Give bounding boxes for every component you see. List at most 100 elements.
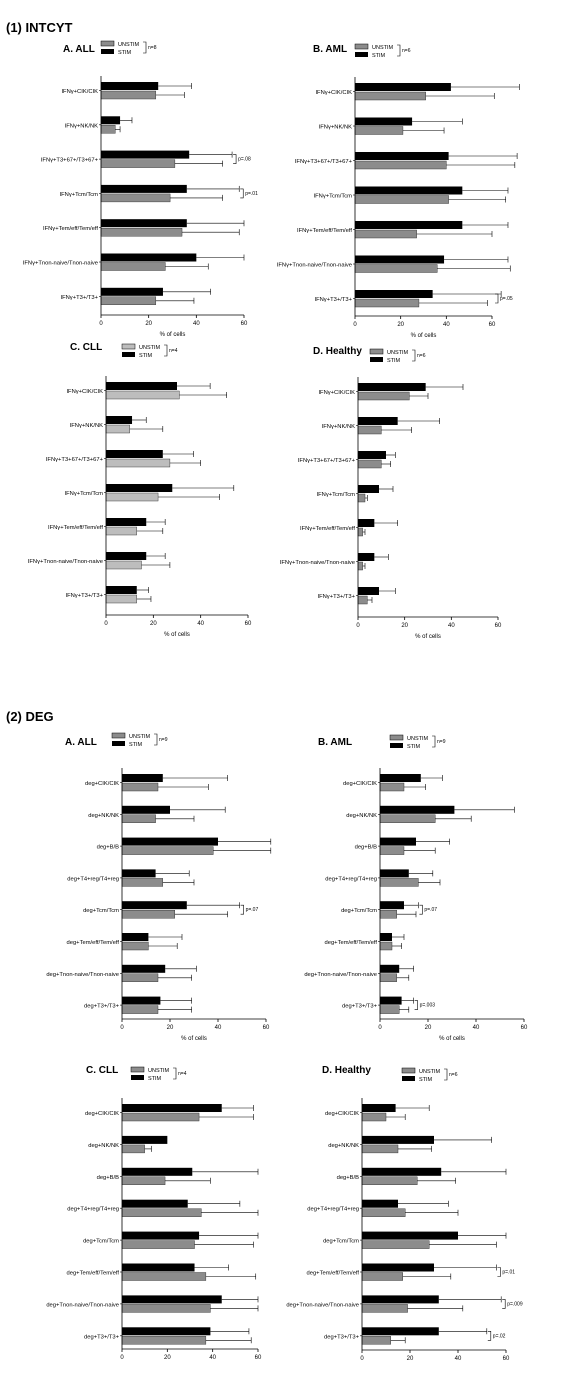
bar-unstim [354,160,447,170]
category-label: IFNγ+T3+67+/T3+67+ [295,159,353,165]
bar-stim [380,774,421,782]
bar-unstim [361,1304,408,1313]
chart-title: C. CLL [70,342,102,353]
pvalue-label: p=.02 [493,1333,506,1339]
category-label: IFNγ+CIK/CIK [318,390,355,396]
legend-label-unstim: UNSTIM [148,1068,170,1074]
legend-bracket [143,41,147,54]
bar-stim [358,553,375,561]
x-tick-label: 60 [521,1025,528,1031]
category-label: deg+Tcm/Tcm [83,1239,119,1245]
bar-unstim [354,91,426,101]
bar-unstim [100,296,157,305]
category-label: deg+T3+/T3+ [342,1004,378,1010]
category-label: deg+T4+reg/T4+reg [67,876,119,882]
bar-stim [101,253,197,262]
bar-unstim [361,1240,430,1249]
pvalue-label: p=.08 [238,157,251,163]
chart-title: B. AML [318,737,352,748]
bar-unstim [105,424,130,434]
bar-group-row-1: deg+CIK/CIK [85,774,228,792]
bar-unstim [357,493,366,503]
x-tick-label: 20 [407,1356,414,1362]
bar-stim [355,186,463,195]
category-label: deg+T4+reg/T4+reg [307,1207,359,1213]
bar-group-row-4: IFNγ+Tcm/Tcm [65,484,235,502]
x-tick-label: 0 [353,322,357,328]
bar-stim [380,869,409,878]
bar-unstim [105,594,137,604]
bar-unstim [357,595,368,605]
category-label: IFNγ+T3+67+/T3+67+ [298,458,356,464]
category-label: deg+T3+/T3+ [324,1334,360,1340]
bar-unstim [121,973,159,982]
bar-stim [106,416,133,424]
legend-label-stim: STIM [148,1076,162,1082]
bar-group-row-7: IFNγ+T3+/T3+ [317,587,396,605]
category-label: deg+B/B [97,1175,120,1181]
bar-stim [101,219,187,228]
section-title-intcyt: (1) INTCYT [6,20,73,35]
bar-stim [101,287,163,296]
x-tick-label: 40 [215,1025,222,1031]
category-label: deg+T3+/T3+ [84,1334,120,1340]
x-tick-label: 60 [263,1025,270,1031]
category-label: deg+B/B [355,845,378,851]
x-axis-label: % of cells [411,333,437,339]
legend-bracket [154,733,158,746]
bar-group-row-6: IFNγ+Tnon-naive/Tnon-naive [23,253,245,271]
chart-panel-1: A. ALL UNSTIM STIM n=8 IFNγ+CIK/CIK IFNγ+NK/N… [23,40,258,338]
legend-n-label: n=6 [417,353,426,359]
category-label: deg+Tcm/Tcm [323,1239,359,1245]
bar-unstim [354,264,438,273]
bar-stim [122,1295,222,1304]
bar-unstim [361,1272,403,1281]
category-label: IFNγ+T3+/T3+ [60,295,98,301]
bar-stim [106,586,137,594]
category-label: IFNγ+Tcm/Tcm [314,194,353,200]
bar-unstim [379,782,405,792]
category-label: IFNγ+NK/NK [319,125,352,131]
x-tick-label: 40 [443,322,450,328]
bar-group-row-3: IFNγ+T3+67+/T3+67+ [41,150,233,168]
pvalue-bracket [502,1299,506,1309]
bar-unstim [100,125,116,134]
bar-stim [106,552,147,560]
legend-swatch-unstim [100,40,115,47]
legend-bracket [444,1068,448,1081]
bar-unstim [379,973,397,982]
bar-group-row-8: deg+T3+/T3+ [84,1327,252,1345]
x-tick-label: 40 [197,621,204,627]
bar-unstim [121,1005,159,1014]
bar-stim [358,587,379,595]
bar-stim [355,221,463,229]
x-tick-label: 60 [241,321,248,327]
category-label: IFNγ+NK/NK [322,424,355,430]
x-tick-label: 0 [120,1355,124,1361]
x-tick-label: 40 [473,1025,480,1031]
bar-stim [362,1104,396,1112]
bar-stim [122,1231,200,1240]
bar-stim [358,383,426,391]
x-tick-label: 20 [145,321,152,327]
bar-stim [101,82,159,90]
category-label: deg+NK/NK [346,813,377,819]
bar-group-row-4: deg+T4+reg/T4+reg [325,869,441,887]
x-tick-label: 20 [397,322,404,328]
x-axis-label: % of cells [439,1036,465,1042]
bar-unstim [100,262,166,271]
legend-swatch-stim [370,357,383,362]
bar-unstim [361,1336,391,1345]
legend-swatch-unstim [389,734,404,741]
category-label: IFNγ+Tem/eff/Tem/eff [300,526,355,532]
bar-stim [362,1231,458,1240]
x-tick-label: 60 [503,1356,510,1362]
legend-label-stim: STIM [372,53,386,59]
x-axis-label: % of cells [160,332,186,338]
bar-unstim [105,560,142,570]
legend-n-label: n=6 [449,1072,458,1078]
x-tick-label: 20 [167,1025,174,1031]
bar-unstim [379,1005,400,1014]
category-label: IFNγ+Tem/eff/Tem/eff [43,226,98,232]
bar-group-row-5: IFNγ+Tem/eff/Tem/eff [300,519,398,537]
